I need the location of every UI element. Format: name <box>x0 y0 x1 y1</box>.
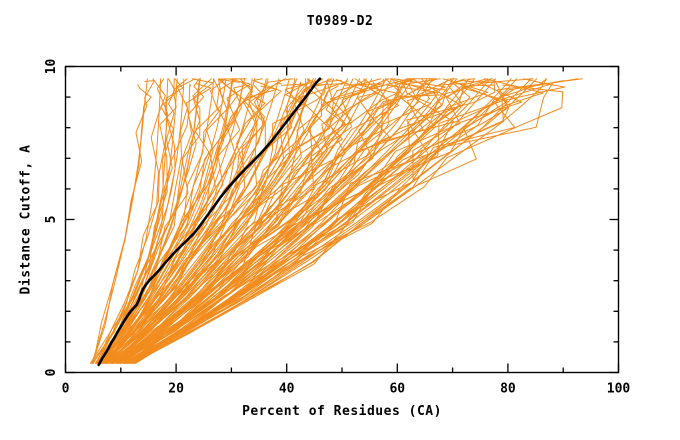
ensemble-curve <box>115 78 366 364</box>
ensemble-curve <box>106 78 245 363</box>
x-tick-label: 0 <box>62 382 70 397</box>
ensemble-curve <box>99 78 184 364</box>
ensemble-curve <box>92 78 162 364</box>
ensemble-curve <box>134 80 565 363</box>
x-tick-label: 40 <box>279 382 295 397</box>
ensemble-curve <box>101 84 245 363</box>
ensemble-curve <box>128 78 456 364</box>
x-tick-label: 100 <box>607 382 631 397</box>
ensemble-curve <box>114 78 393 363</box>
ensemble-curve <box>120 79 430 363</box>
ensemble-curve <box>123 78 476 364</box>
ensemble-curve <box>112 83 342 364</box>
ensemble-curve <box>112 85 278 364</box>
ensemble-curve <box>101 78 267 364</box>
axis-frame-layer <box>64 65 620 374</box>
ensemble-curve <box>91 78 148 364</box>
ensemble-curve <box>100 78 205 364</box>
ensemble-curve <box>120 78 390 363</box>
ensemble-curve <box>105 78 247 363</box>
x-axis-title: Percent of Residues (CA) <box>242 404 442 419</box>
ensemble-curve <box>101 78 266 364</box>
ensemble-curve <box>129 84 495 364</box>
x-tick-label: 80 <box>500 382 516 397</box>
ensemble-curve <box>95 78 227 364</box>
ensemble-curve <box>106 82 283 363</box>
ensemble-curve <box>110 80 348 363</box>
ensemble-curves-layer <box>89 78 583 365</box>
ensemble-curve <box>92 80 155 364</box>
ensemble-curve <box>133 78 548 363</box>
ensemble-curve <box>115 78 322 364</box>
y-tick-label: 0 <box>44 368 59 376</box>
ensemble-curve <box>109 78 382 364</box>
ensemble-curve <box>117 78 462 363</box>
ensemble-curve <box>124 78 449 364</box>
reference-curve <box>97 77 322 367</box>
ensemble-curve <box>120 82 448 363</box>
ensemble-curve <box>126 78 409 364</box>
chart-title: T0989-D2 <box>306 14 374 29</box>
ensemble-curve <box>128 78 432 364</box>
ensemble-curve <box>117 78 333 364</box>
y-tick-label: 10 <box>44 59 59 75</box>
ensemble-curve <box>101 85 263 364</box>
ensemble-curve <box>99 78 188 364</box>
ensemble-curve <box>111 85 327 363</box>
x-tick-label: 60 <box>389 382 405 397</box>
ensemble-curve <box>89 78 169 364</box>
ensemble-curve <box>104 83 307 364</box>
x-tick-label: 20 <box>168 382 184 397</box>
axis-label-layer: 0 20 40 60 80 100 0 5 10 Percent of Residues (CA)… <box>19 59 631 419</box>
ensemble-curve <box>91 84 152 364</box>
y-tick-label: 5 <box>44 216 59 224</box>
y-axis-title: Distance Cutoff, A <box>19 145 34 295</box>
ensemble-curve <box>115 78 367 363</box>
ensemble-curve <box>128 78 518 363</box>
reference-curve-layer <box>97 77 322 367</box>
ensemble-curve <box>127 78 583 364</box>
ensemble-curve <box>121 83 383 363</box>
ensemble-curve <box>132 84 564 363</box>
